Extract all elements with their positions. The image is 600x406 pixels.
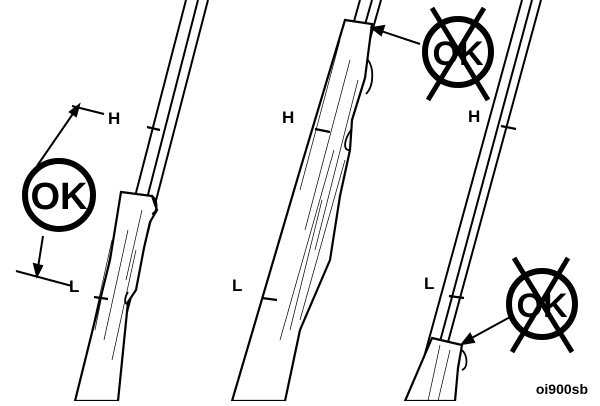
l-mark-3: [448, 294, 465, 300]
safe-range-indicator: [15, 102, 105, 287]
l-label-3: L: [424, 274, 434, 293]
cross-out-line: [509, 256, 571, 354]
panel-overfilled: H L OK: [230, 0, 494, 403]
panel-underfilled: H L OK: [403, 0, 578, 403]
h-label-2: H: [282, 108, 294, 127]
not-ok-symbol-3: OK: [506, 256, 578, 354]
cross-out-line: [511, 256, 575, 354]
not-ok-symbol-2: OK: [422, 6, 494, 102]
l-mark-1: [93, 295, 109, 301]
cross-out-line: [429, 6, 491, 102]
h-mark-3: [500, 124, 517, 131]
h-label-1: H: [108, 109, 120, 128]
h-mark-2: [314, 127, 331, 134]
cross-out-line: [425, 6, 487, 102]
dipstick-1: [73, 0, 209, 403]
panel-correct-level: H L OK: [15, 0, 209, 403]
pointer-arrow-2: [369, 24, 421, 45]
pointer-arrow-3: [459, 315, 513, 346]
h-label-3: H: [468, 107, 480, 126]
dipstick-3: [403, 0, 542, 403]
dipstick-2: [230, 0, 382, 403]
h-mark-1: [146, 125, 161, 132]
l-label-1: L: [69, 277, 79, 296]
ok-label-1: OK: [31, 176, 89, 218]
ok-symbol-1: OK: [22, 158, 96, 232]
figure-code: oi900sb: [536, 381, 588, 397]
l-label-2: L: [232, 276, 242, 295]
l-mark-2: [261, 296, 278, 302]
